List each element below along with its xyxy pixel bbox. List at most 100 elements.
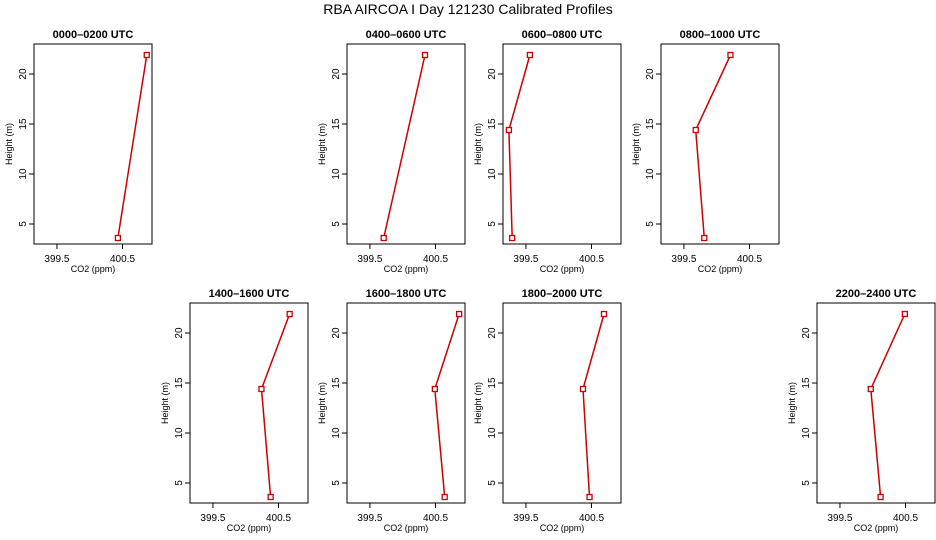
y-tick-label: 15 <box>331 118 342 130</box>
x-tick-label: 399.5 <box>357 254 382 265</box>
data-point <box>901 310 908 318</box>
plot-frame <box>660 43 780 245</box>
y-axis-label: Height (m) <box>473 382 483 424</box>
data-point <box>867 385 874 393</box>
y-tick-label: 5 <box>331 221 342 227</box>
y-tick-label: 5 <box>18 221 29 227</box>
data-point <box>380 234 387 242</box>
y-tick-label: 10 <box>487 168 498 180</box>
profile-line <box>870 313 906 498</box>
data-point <box>143 51 150 59</box>
y-tick-label: 20 <box>487 68 498 80</box>
y-axis-label: Height (m) <box>473 123 483 165</box>
data-point <box>586 493 593 501</box>
panel-title: 1400–1600 UTC <box>209 288 290 300</box>
plot-frame <box>346 43 466 245</box>
data-point <box>727 51 734 59</box>
y-tick-label: 20 <box>331 68 342 80</box>
panel-title: 0600–0800 UTC <box>522 29 603 41</box>
panel-title: 0800–1000 UTC <box>680 29 761 41</box>
y-tick-label: 15 <box>174 377 185 389</box>
x-axis-label: CO2 (ppm) <box>540 523 585 533</box>
x-tick-label: 399.5 <box>44 254 69 265</box>
y-tick-label: 20 <box>487 327 498 339</box>
y-tick-label: 5 <box>487 221 498 227</box>
profile-line <box>260 313 291 498</box>
y-tick-label: 5 <box>331 480 342 486</box>
panel-title: 0000–0200 UTC <box>53 29 134 41</box>
y-tick-label: 15 <box>18 118 29 130</box>
data-point <box>579 385 587 393</box>
panel-title: 1800–2000 UTC <box>522 288 603 300</box>
data-point <box>286 310 293 318</box>
x-axis-label: CO2 (ppm) <box>698 264 743 274</box>
y-axis-label: Height (m) <box>317 382 327 424</box>
y-tick-label: 5 <box>487 480 498 486</box>
y-tick-label: 10 <box>645 168 656 180</box>
panel-title: 2200–2400 UTC <box>836 288 917 300</box>
y-tick-label: 10 <box>487 427 498 439</box>
y-tick-label: 15 <box>645 118 656 130</box>
y-axis-label: Height (m) <box>160 382 170 424</box>
x-tick-label: 400.5 <box>579 254 604 265</box>
x-tick-label: 399.5 <box>513 254 538 265</box>
y-axis-label: Height (m) <box>4 123 14 165</box>
y-tick-label: 5 <box>645 221 656 227</box>
y-tick-label: 15 <box>331 377 342 389</box>
x-tick-label: 400.5 <box>579 513 604 524</box>
profile-line <box>694 54 732 239</box>
data-point <box>455 310 463 318</box>
data-point <box>258 385 265 393</box>
profile-line <box>117 54 148 239</box>
x-tick-label: 400.5 <box>423 513 448 524</box>
panel-title: 1600–1800 UTC <box>366 288 447 300</box>
y-axis-label: Height (m) <box>317 123 327 165</box>
y-tick-label: 10 <box>18 168 29 180</box>
x-tick-label: 399.5 <box>671 254 696 265</box>
panel-title: 0400–0600 UTC <box>366 29 447 41</box>
x-axis-label: CO2 (ppm) <box>854 523 899 533</box>
x-tick-label: 399.5 <box>357 513 382 524</box>
data-point <box>509 234 516 242</box>
data-point <box>267 493 274 501</box>
y-tick-label: 20 <box>331 327 342 339</box>
x-axis-label: CO2 (ppm) <box>227 523 272 533</box>
data-point <box>600 310 608 318</box>
x-axis-label: CO2 (ppm) <box>71 264 116 274</box>
x-tick-label: 399.5 <box>513 513 538 524</box>
plot-frame <box>346 302 466 504</box>
y-tick-label: 10 <box>174 427 185 439</box>
y-axis-label: Height (m) <box>631 123 641 165</box>
data-point <box>421 51 429 59</box>
plot-frame <box>33 43 153 245</box>
data-point <box>441 493 448 501</box>
data-point <box>692 126 699 134</box>
plot-frame <box>189 302 309 504</box>
data-point <box>526 51 534 59</box>
data-point <box>701 234 708 242</box>
x-tick-label: 400.5 <box>266 513 291 524</box>
profile-line <box>434 313 460 498</box>
x-tick-label: 400.5 <box>110 254 135 265</box>
y-tick-label: 10 <box>331 427 342 439</box>
profile-line <box>508 54 531 239</box>
y-tick-label: 15 <box>801 377 812 389</box>
profile-line <box>382 54 426 239</box>
x-tick-label: 400.5 <box>423 254 448 265</box>
x-axis-label: CO2 (ppm) <box>384 523 429 533</box>
data-point <box>114 234 122 242</box>
profile-line <box>582 313 605 498</box>
data-point <box>877 493 884 501</box>
y-tick-label: 20 <box>645 68 656 80</box>
y-tick-label: 10 <box>801 427 812 439</box>
x-tick-label: 400.5 <box>737 254 762 265</box>
y-axis-label: Height (m) <box>787 382 797 424</box>
